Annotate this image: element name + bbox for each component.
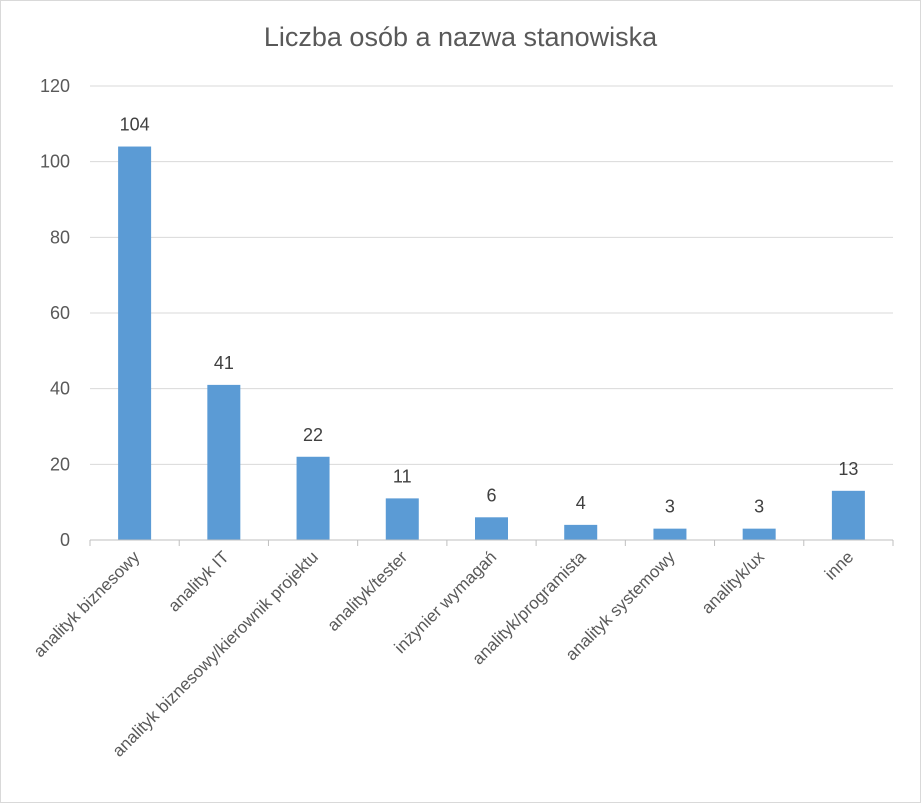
bar [385,498,419,540]
data-label: 6 [486,485,496,505]
bars [118,146,865,541]
data-labels: 104 41 22 11 6 4 3 3 13 [120,115,859,517]
category-label: analityk/tester [324,547,412,635]
category-label: analityk biznesowy/kierownik projektu [109,547,322,760]
category-label: inne [821,547,857,583]
bar [831,490,865,540]
y-tick-label: 100 [40,152,70,172]
category-label: analityk/ux [698,547,769,618]
x-axis [89,539,894,546]
chart-title: Liczba osób a nazwa stanowiska [263,22,658,52]
bar [475,517,508,540]
data-label: 3 [665,497,675,517]
data-label: 3 [754,497,764,517]
y-tick-label: 60 [50,303,70,323]
bar [118,146,152,541]
category-label: analityk biznesowy [30,547,144,661]
bar [296,456,330,540]
category-label: analityk IT [164,547,232,615]
y-tick-label: 120 [40,76,70,96]
data-label: 13 [838,459,858,479]
data-label: 41 [214,353,234,373]
y-tick-label: 0 [60,530,70,550]
y-tick-label: 40 [50,379,70,399]
bar [207,384,241,540]
bar [653,528,687,540]
data-label: 4 [576,493,586,513]
data-label: 22 [303,425,323,445]
y-axis-ticks: 0 20 40 60 80 100 120 [40,76,70,550]
data-label: 11 [393,466,412,486]
data-label: 104 [120,115,150,135]
y-tick-label: 80 [50,227,70,247]
bar [564,524,598,540]
bar [742,528,776,540]
y-tick-label: 20 [50,454,70,474]
